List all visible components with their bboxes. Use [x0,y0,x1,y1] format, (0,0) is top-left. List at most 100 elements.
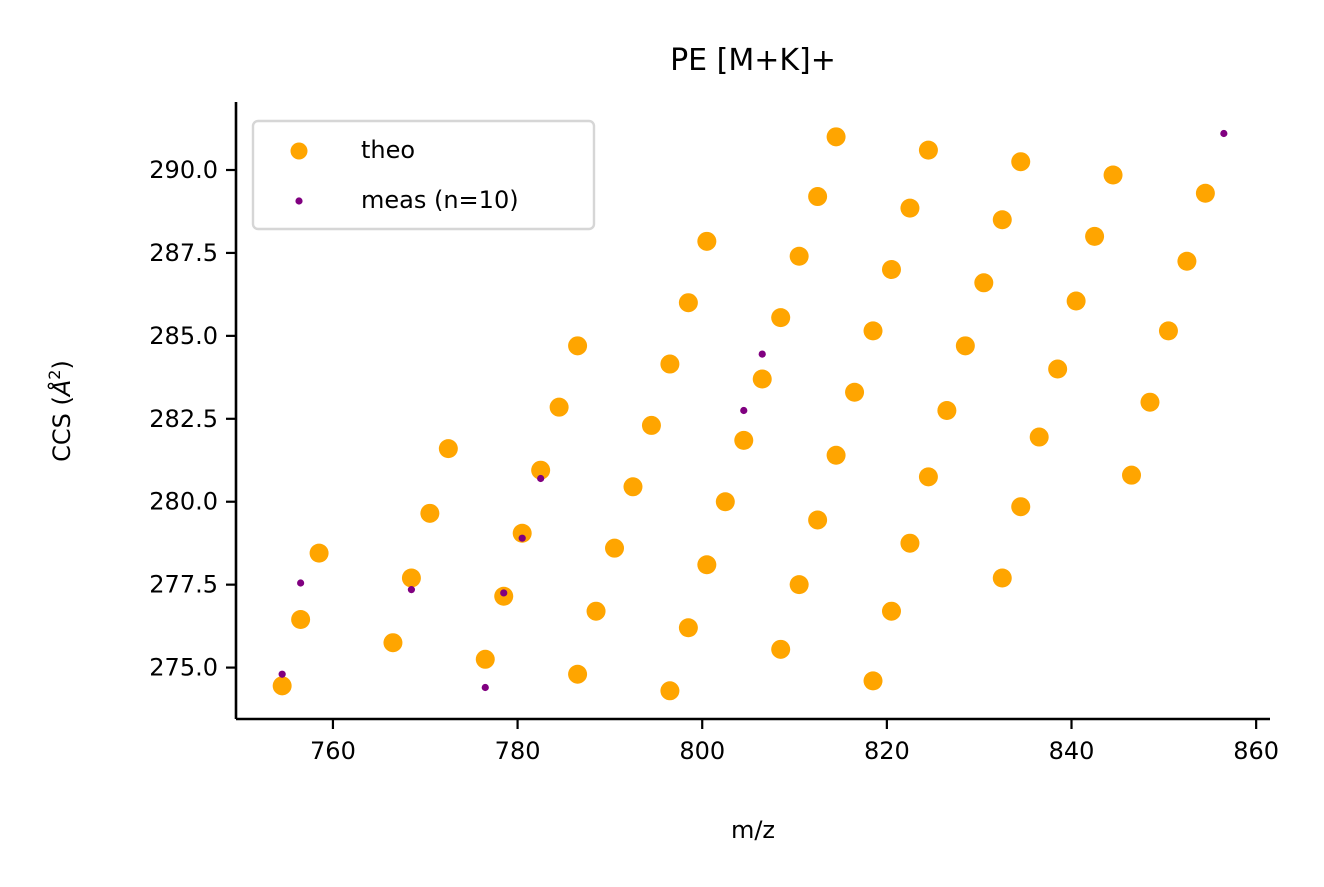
y-axis-label: CCS (Å2) [45,360,76,462]
legend-theo-marker [290,142,308,160]
theo-point [401,568,421,588]
legend-meas-marker [295,197,303,205]
y-axis-label-main: CCS ( [48,396,76,462]
theo-point [1195,183,1215,203]
theo-point [438,439,458,459]
theo-point [1029,427,1049,447]
y-tick-label: 275.0 [149,654,218,682]
meas-point [297,579,305,587]
meas-point [740,406,748,415]
legend: theo meas (n=10) [251,119,596,231]
legend-theo-label: theo [361,136,415,164]
theo-point [826,445,846,465]
theo-point [660,354,680,374]
theo-point [641,415,661,435]
theo-point [512,523,532,543]
theo-point [771,639,791,659]
theo-point [789,575,809,595]
y-tick-label: 280.0 [149,488,218,516]
theo-point [1103,165,1123,185]
theo-point [697,231,717,251]
theo-point [752,369,772,389]
x-tick-label: 760 [310,737,356,765]
x-tick-label: 860 [1233,737,1279,765]
x-tick-label: 840 [1049,737,1095,765]
x-tick-label: 820 [864,737,910,765]
meas-point [1220,129,1228,138]
theo-point [992,210,1012,230]
theo-point [586,601,606,621]
theo-point [808,187,828,207]
theo-point [715,492,735,512]
y-tick-label: 290.0 [149,156,218,184]
theo-point [1011,497,1031,517]
theo-point [974,273,994,293]
theo-point [937,401,957,420]
theo-point [918,467,938,487]
theo-point [881,260,901,280]
theo-point [291,609,311,629]
meas-point [500,589,508,597]
theo-point [900,533,920,553]
theo-point [660,681,680,701]
theo-point [918,140,938,160]
theo-point [900,198,920,218]
theo-point [605,538,625,558]
theo-point [678,618,698,638]
theo-point [697,555,717,575]
theo-point [309,543,329,563]
legend-meas-label: meas (n=10) [361,186,519,214]
y-tick-label: 287.5 [149,239,218,267]
meas-point [537,474,545,483]
x-tick-label: 780 [495,737,541,765]
meas-point [278,670,286,678]
y-tick-label: 277.5 [149,571,218,599]
y-axis-label-sup: 2 [45,370,64,380]
meas-point [407,586,416,594]
legend-box [251,119,596,231]
theo-series [272,127,1215,701]
y-axis-label-unit: Å [47,380,76,398]
theo-point [678,293,698,313]
meas-point [518,534,526,542]
theo-point [992,568,1012,588]
theo-point [863,671,883,691]
theo-point [1122,465,1142,485]
theo-point [1177,251,1197,271]
theo-point [531,460,551,480]
theo-point [1048,359,1068,379]
chart-title: PE [M+K]+ [670,43,836,78]
theo-point [1085,226,1105,246]
theo-point [568,664,588,684]
theo-point [1140,392,1160,412]
theo-point [863,321,883,341]
theo-point [734,430,754,450]
theo-point [475,649,495,669]
meas-series [278,129,1228,692]
theo-point [808,510,828,530]
meas-point [481,683,489,692]
x-axis-label: m/z [731,816,775,844]
theo-point [383,633,403,653]
y-axis-label-end: ) [48,360,76,369]
theo-point [955,336,975,356]
y-ticks: 275.0 277.5 280.0 282.5 285.0 287.5 290.0 [149,156,236,682]
x-tick-label: 800 [679,737,725,765]
theo-point [1158,321,1178,341]
theo-point [789,246,809,266]
theo-point [568,336,588,356]
theo-point [549,397,569,417]
theo-point [1066,291,1086,311]
theo-point [845,382,865,402]
x-ticks: 760 780 800 820 840 860 [310,719,1279,765]
theo-point [771,308,791,328]
theo-point [1011,152,1031,172]
theo-point [826,127,846,147]
theo-point [420,503,440,523]
theo-point [623,477,643,497]
y-tick-label: 285.0 [149,322,218,350]
y-tick-label: 282.5 [149,405,218,433]
theo-point [881,601,901,621]
meas-point [758,350,766,358]
